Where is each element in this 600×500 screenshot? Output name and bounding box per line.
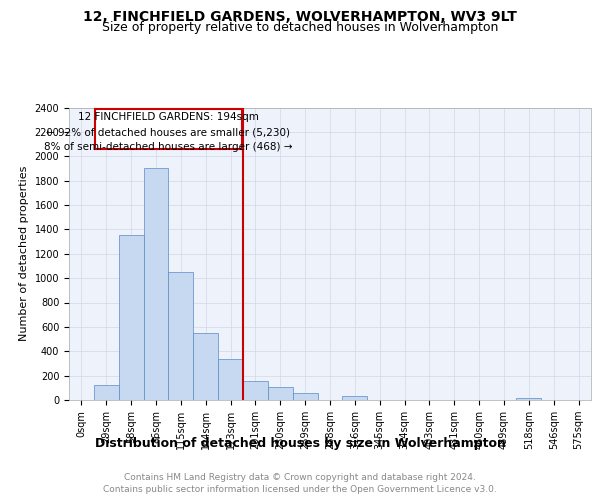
Y-axis label: Number of detached properties: Number of detached properties bbox=[19, 166, 29, 342]
Text: 12 FINCHFIELD GARDENS: 194sqm
← 92% of detached houses are smaller (5,230)
8% of: 12 FINCHFIELD GARDENS: 194sqm ← 92% of d… bbox=[44, 112, 293, 152]
Text: Size of property relative to detached houses in Wolverhampton: Size of property relative to detached ho… bbox=[102, 22, 498, 35]
Bar bbox=[268, 387, 293, 400]
Bar bbox=[243, 380, 268, 400]
Bar bbox=[343, 396, 367, 400]
Bar bbox=[293, 392, 317, 400]
Bar bbox=[169, 272, 193, 400]
Bar bbox=[517, 398, 541, 400]
Bar bbox=[94, 386, 119, 400]
Bar bbox=[95, 108, 242, 149]
Bar bbox=[193, 333, 218, 400]
Text: Contains HM Land Registry data © Crown copyright and database right 2024.: Contains HM Land Registry data © Crown c… bbox=[124, 472, 476, 482]
Bar bbox=[218, 358, 243, 400]
Bar bbox=[143, 168, 169, 400]
Text: 12, FINCHFIELD GARDENS, WOLVERHAMPTON, WV3 9LT: 12, FINCHFIELD GARDENS, WOLVERHAMPTON, W… bbox=[83, 10, 517, 24]
Text: Distribution of detached houses by size in Wolverhampton: Distribution of detached houses by size … bbox=[95, 438, 505, 450]
Bar bbox=[119, 236, 143, 400]
Text: Contains public sector information licensed under the Open Government Licence v3: Contains public sector information licen… bbox=[103, 485, 497, 494]
